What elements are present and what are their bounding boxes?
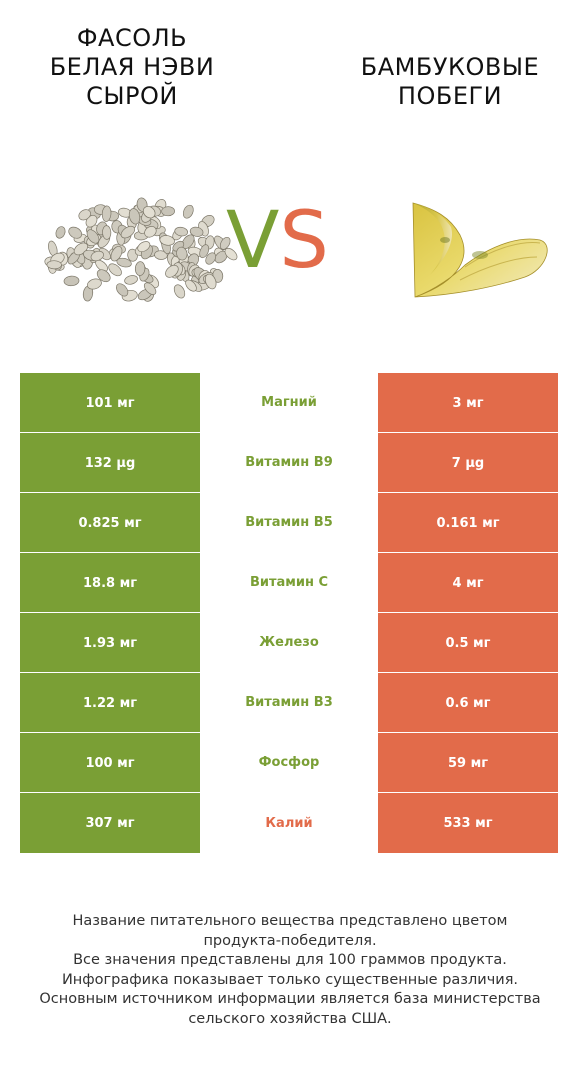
left-value: 101 мг bbox=[20, 373, 200, 433]
left-value: 100 мг bbox=[20, 733, 200, 793]
nutrient-name: Железо bbox=[200, 613, 378, 673]
bean bbox=[143, 282, 157, 295]
right-value: 0.5 мг bbox=[378, 613, 558, 673]
bean bbox=[205, 252, 217, 265]
left-product-title: ФАСОЛЬ БЕЛАЯ НЭВИ СЫРОЙ bbox=[49, 24, 215, 110]
right-value: 533 мг bbox=[378, 793, 558, 853]
nutrient-name: Фосфор bbox=[200, 733, 378, 793]
bean bbox=[55, 226, 66, 239]
bean bbox=[173, 284, 186, 299]
bean bbox=[120, 225, 136, 239]
left-value: 1.93 мг bbox=[20, 613, 200, 673]
nutrient-name: Магний bbox=[200, 373, 378, 433]
left-value: 307 мг bbox=[20, 793, 200, 853]
table-row: 132 µg Витамин B9 7 µg bbox=[20, 433, 558, 493]
bean bbox=[154, 250, 168, 260]
bean bbox=[224, 247, 238, 261]
bean bbox=[182, 204, 194, 219]
right-value: 3 мг bbox=[378, 373, 558, 433]
white-beans-image bbox=[44, 197, 238, 302]
bean bbox=[137, 241, 151, 253]
table-row: 307 мг Калий 533 мг bbox=[20, 793, 558, 853]
bean bbox=[142, 206, 156, 219]
bean bbox=[144, 226, 157, 238]
left-value: 132 µg bbox=[20, 433, 200, 493]
table-row: 101 мг Магний 3 мг bbox=[20, 373, 558, 433]
bean bbox=[102, 225, 112, 240]
bean bbox=[115, 283, 129, 297]
vs-v: V bbox=[226, 196, 280, 286]
bean bbox=[199, 244, 210, 259]
footer-line: Все значения представлены для 100 граммо… bbox=[73, 952, 507, 968]
footer-line: сельского хозяйства США. bbox=[188, 1010, 392, 1027]
right-value: 4 мг bbox=[378, 553, 558, 613]
footer-line: продукта-победителя. bbox=[203, 932, 377, 949]
vs-s: S bbox=[279, 196, 329, 286]
bean bbox=[46, 260, 62, 270]
bean bbox=[189, 226, 204, 237]
footer-line: Основным источником информации является … bbox=[39, 991, 541, 1007]
bean bbox=[86, 229, 100, 244]
left-value: 18.8 мг bbox=[20, 553, 200, 613]
bean bbox=[101, 205, 112, 222]
bean bbox=[78, 209, 91, 221]
footer-line: Инфографика показывает только существенн… bbox=[61, 971, 519, 988]
nutrient-name: Калий bbox=[200, 793, 378, 853]
bean bbox=[87, 278, 102, 290]
footer-note: Название питательного вещества представл… bbox=[10, 912, 570, 1029]
bean bbox=[176, 246, 188, 261]
table-row: 0.825 мг Витамин B5 0.161 мг bbox=[20, 493, 558, 553]
bamboo-shoot-image bbox=[412, 202, 548, 298]
bean bbox=[204, 273, 217, 290]
bean bbox=[174, 226, 189, 237]
table-row: 1.22 мг Витамин B3 0.6 мг bbox=[20, 673, 558, 733]
bean bbox=[90, 250, 104, 262]
bean bbox=[108, 263, 122, 277]
table-row: 100 мг Фосфор 59 мг bbox=[20, 733, 558, 793]
bean bbox=[63, 275, 80, 287]
bean bbox=[116, 257, 132, 268]
bean bbox=[161, 206, 175, 217]
bean bbox=[68, 226, 83, 239]
bean bbox=[110, 245, 123, 262]
bean bbox=[124, 275, 138, 285]
bean bbox=[185, 279, 197, 292]
right-value: 59 мг bbox=[378, 733, 558, 793]
bean bbox=[219, 236, 231, 250]
nutrient-name: Витамин C bbox=[200, 553, 378, 613]
nutrient-name: Витамин B9 bbox=[200, 433, 378, 493]
right-value: 7 µg bbox=[378, 433, 558, 493]
right-product-title: БАМБУКОВЫЕ ПОБЕГИ bbox=[360, 53, 540, 110]
nutrient-comparison-table: 101 мг Магний 3 мг 132 µg Витамин B9 7 µg 0.82… bbox=[20, 373, 558, 853]
footer-line: Название питательного вещества представл… bbox=[72, 913, 508, 929]
table-row: 1.93 мг Железо 0.5 мг bbox=[20, 613, 558, 673]
bean bbox=[159, 235, 175, 246]
nutrient-name: Витамин B5 bbox=[200, 493, 378, 553]
bean bbox=[134, 261, 146, 276]
right-value: 0.6 мг bbox=[378, 673, 558, 733]
vs-label: VS bbox=[226, 196, 329, 286]
bean bbox=[165, 264, 179, 278]
left-value: 0.825 мг bbox=[20, 493, 200, 553]
nutrient-name: Витамин B3 bbox=[200, 673, 378, 733]
left-value: 1.22 мг bbox=[20, 673, 200, 733]
right-value: 0.161 мг bbox=[378, 493, 558, 553]
bean bbox=[96, 269, 111, 283]
bean bbox=[128, 208, 141, 225]
